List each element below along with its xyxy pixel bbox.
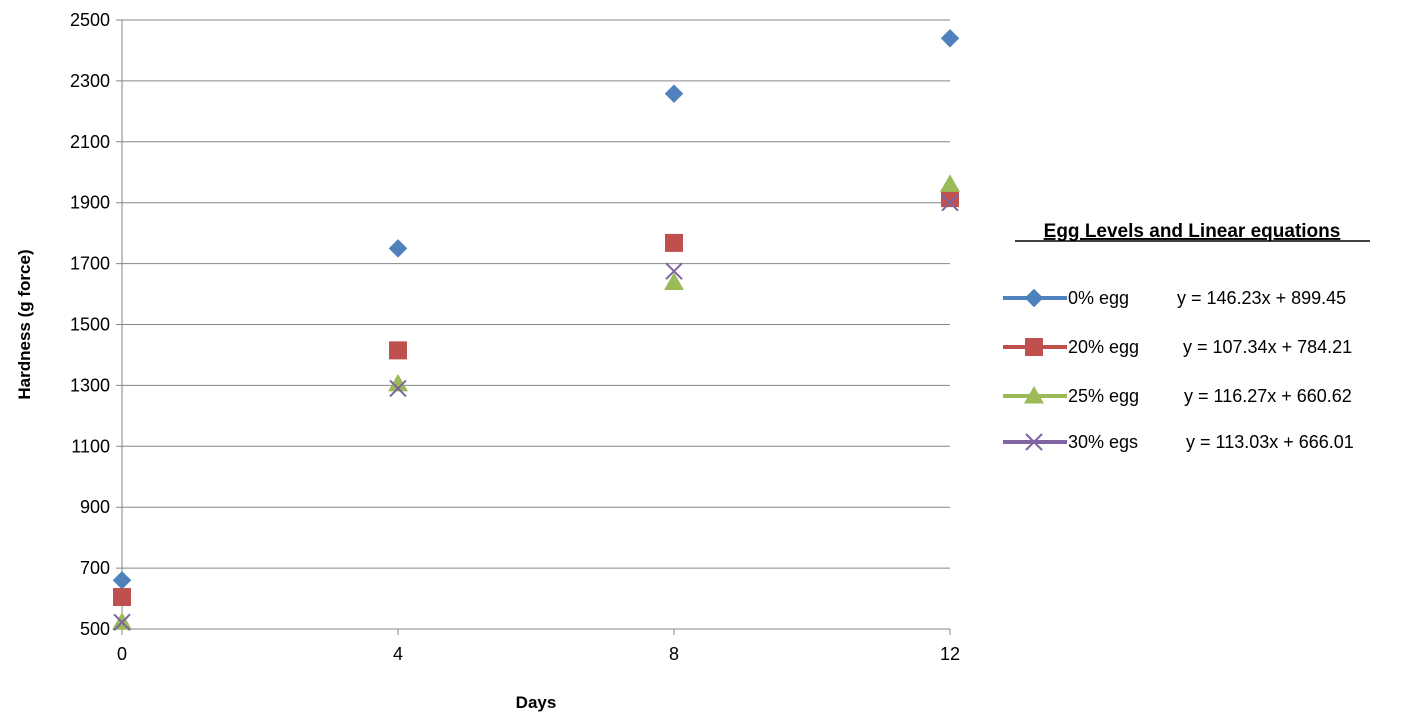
data-point-series-0	[388, 239, 408, 258]
y-tick-label: 1900	[70, 193, 110, 213]
y-tick-label: 1300	[70, 375, 110, 395]
y-tick-label: 2500	[70, 10, 110, 30]
data-point-series-1	[389, 341, 407, 360]
x-axis-title: Days	[516, 693, 557, 712]
y-tick-label: 1500	[70, 315, 110, 335]
data-point-series-3	[665, 262, 683, 280]
data-point-series-2	[388, 373, 408, 392]
legend-equation: y = 107.34x + 784.21	[1183, 337, 1352, 357]
data-point-series-2	[664, 272, 684, 290]
data-point-series-1	[665, 233, 683, 252]
legend-item: 0% egg y = 146.23x + 899.45	[1003, 288, 1346, 308]
axes: 500 700 900 1100 1300 1500 1700 1900 2100 2300 250…	[15, 10, 960, 712]
legend-equation: y = 113.03x + 666.01	[1186, 432, 1354, 452]
y-tick-label: 700	[80, 558, 110, 578]
data-point-series-2	[940, 174, 960, 192]
data-point-series-1	[941, 189, 959, 208]
y-tick-label: 500	[80, 619, 110, 639]
x-marker-stroke	[665, 262, 683, 280]
x-marker-stroke	[941, 193, 959, 212]
data-point-series-1	[113, 588, 131, 607]
legend-label: 30% egs	[1068, 432, 1138, 452]
gridlines	[116, 19, 950, 630]
legend-label: 20% egg	[1068, 337, 1139, 357]
y-tick-label: 1100	[71, 436, 110, 456]
legend-item: 30% egs y = 113.03x + 666.01	[1003, 432, 1354, 452]
legend-equation: y = 146.23x + 899.45	[1177, 288, 1346, 308]
legend: Egg Levels and Linear equations 0% egg y =…	[1003, 221, 1370, 452]
x-tick-label: 4	[393, 644, 403, 664]
data-point-series-3	[113, 613, 131, 632]
y-tick-label: 900	[80, 497, 110, 517]
x-marker-stroke	[113, 613, 131, 632]
legend-marker-icon	[1025, 433, 1043, 451]
legend-marker-icon	[1024, 288, 1044, 308]
x-marker-stroke	[1025, 433, 1043, 451]
x-tick-label: 0	[117, 644, 127, 664]
legend-label: 25% egg	[1068, 386, 1139, 406]
legend-item: 20% egg y = 107.34x + 784.21	[1003, 337, 1352, 357]
x-marker-stroke	[389, 379, 407, 398]
legend-label: 0% egg	[1068, 288, 1129, 308]
data-point-series-0	[112, 570, 132, 590]
legend-item: 25% egg y = 116.27x + 660.62	[1003, 386, 1352, 406]
data-point-series-3	[941, 193, 959, 212]
legend-title: Egg Levels and Linear equations	[1044, 221, 1341, 242]
data-point-series-3	[389, 379, 407, 398]
y-axis-title: Hardness (g force)	[15, 249, 34, 399]
y-tick-label: 1700	[70, 254, 110, 274]
legend-marker-icon	[1024, 386, 1044, 404]
x-tick-label: 12	[940, 644, 960, 664]
legend-marker-icon	[1025, 338, 1043, 356]
y-tick-label: 2300	[70, 71, 110, 91]
data-point-series-0	[940, 28, 960, 48]
x-tick-label: 8	[669, 644, 679, 664]
legend-equation: y = 116.27x + 660.62	[1184, 386, 1352, 406]
y-tick-label: 2100	[70, 132, 110, 152]
data-point-series-0	[664, 84, 684, 104]
data-points	[112, 28, 960, 632]
